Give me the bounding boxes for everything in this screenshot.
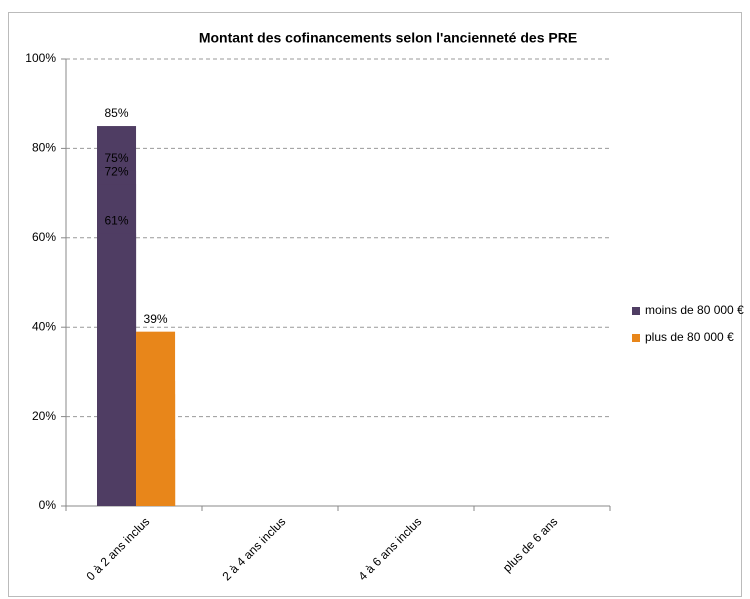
y-tick-label: 100%: [25, 51, 56, 65]
value-label: 72%: [105, 164, 129, 178]
y-tick-label: 0%: [39, 498, 57, 512]
y-tick-label: 20%: [32, 409, 56, 423]
y-tick-label: 40%: [32, 319, 56, 333]
legend-swatch: [632, 307, 640, 315]
value-label: 85%: [105, 106, 129, 120]
bar: [97, 233, 137, 506]
bar: [136, 331, 176, 506]
legend-label: plus de 80 000 €: [645, 330, 734, 344]
value-label: 75%: [105, 151, 129, 165]
value-label: 39%: [144, 312, 168, 326]
y-tick-label: 60%: [32, 230, 56, 244]
value-label: 61%: [105, 214, 129, 228]
legend-label: moins de 80 000 €: [645, 303, 744, 317]
legend-swatch: [632, 334, 640, 342]
y-tick-label: 80%: [32, 141, 56, 155]
chart-title: Montant des cofinancements selon l'ancie…: [199, 30, 577, 46]
